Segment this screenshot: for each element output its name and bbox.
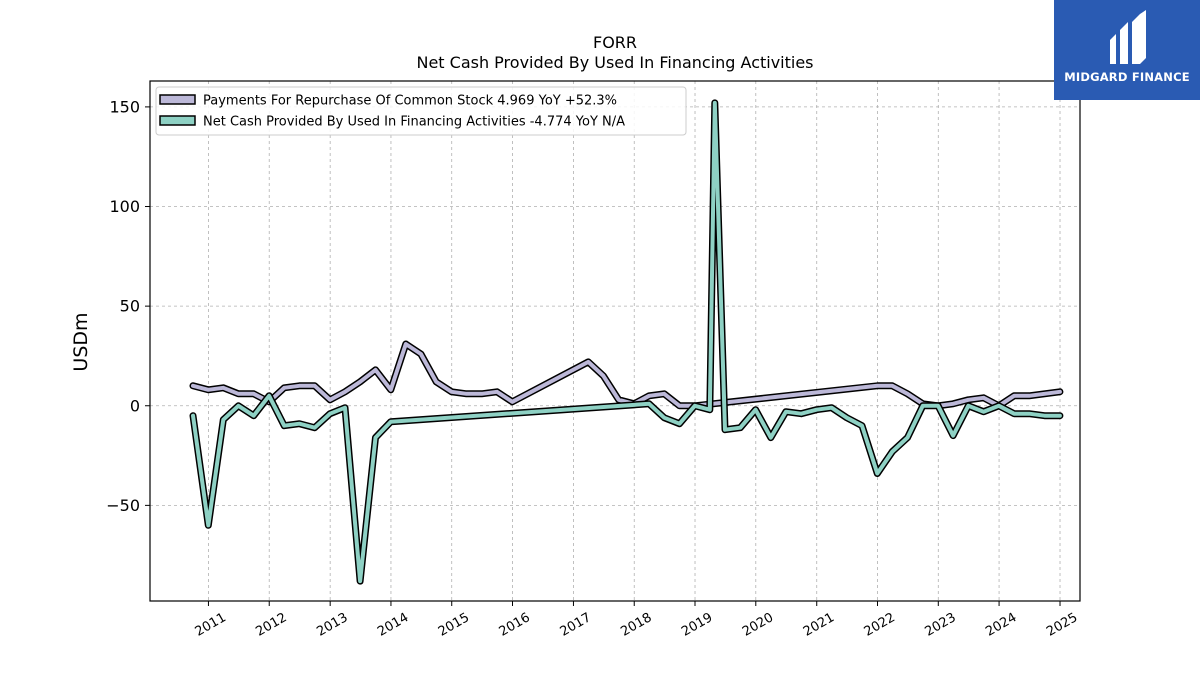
legend-box xyxy=(155,86,687,136)
plot-frame xyxy=(149,80,1081,602)
y-tick-label: 150 xyxy=(109,97,140,116)
series-line-0 xyxy=(191,342,1062,408)
brand-logo: MIDGARD FINANCE xyxy=(1054,0,1200,100)
series-outline-1 xyxy=(189,99,1064,585)
x-tick-label: 2015 xyxy=(436,610,472,640)
x-tick-label: 2011 xyxy=(193,610,229,640)
x-tick-label: 2023 xyxy=(922,610,958,640)
brand-name: MIDGARD FINANCE xyxy=(1064,70,1190,84)
x-tick-label: 2018 xyxy=(618,610,654,640)
legend-label-repurchase: Payments For Repurchase Of Common Stock … xyxy=(203,94,617,109)
y-tick-label: 50 xyxy=(120,297,140,316)
x-tick-label: 2020 xyxy=(740,610,776,640)
legend-swatch-repurchase xyxy=(159,94,196,105)
legend-swatch-financing xyxy=(159,115,196,126)
x-tick-label: 2021 xyxy=(801,610,837,640)
y-tick-label: 100 xyxy=(109,197,140,216)
legend: Payments For Repurchase Of Common Stock … xyxy=(155,86,687,136)
x-tick-label: 2013 xyxy=(314,610,350,640)
x-tick-label: 2024 xyxy=(983,610,1019,640)
legend-label-financing: Net Cash Provided By Used In Financing A… xyxy=(203,115,625,130)
x-tick-label: 2019 xyxy=(679,610,715,640)
x-tick-label: 2016 xyxy=(497,610,533,640)
y-axis-label: USDm xyxy=(70,312,92,371)
series-line-1 xyxy=(191,100,1062,584)
x-tick-label: 2025 xyxy=(1044,610,1080,640)
x-tick-label: 2012 xyxy=(253,610,289,640)
x-tick-label: 2022 xyxy=(862,610,898,640)
series-outline-0 xyxy=(189,340,1064,410)
chart-title: FORR xyxy=(593,33,637,52)
y-tick-label: −50 xyxy=(106,496,140,515)
brand-mark-icon xyxy=(1110,10,1146,64)
chart-subtitle: Net Cash Provided By Used In Financing A… xyxy=(416,53,813,72)
y-tick-label: 0 xyxy=(130,396,140,415)
x-tick-label: 2014 xyxy=(375,610,411,640)
x-tick-label: 2017 xyxy=(558,610,594,640)
series-lines xyxy=(189,99,1064,585)
grid xyxy=(150,81,1080,601)
